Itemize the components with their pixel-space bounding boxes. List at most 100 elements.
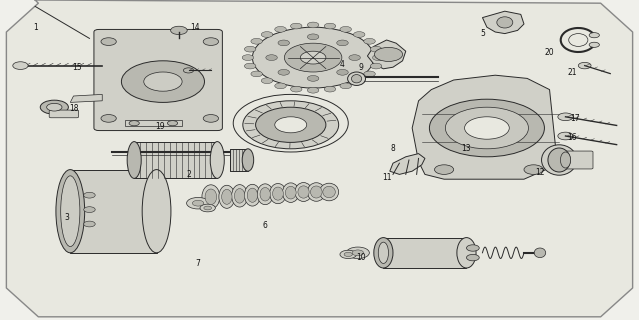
Circle shape xyxy=(337,69,348,75)
Circle shape xyxy=(84,192,95,198)
Ellipse shape xyxy=(295,182,312,202)
Circle shape xyxy=(337,40,348,46)
Circle shape xyxy=(183,68,194,73)
Ellipse shape xyxy=(247,188,258,202)
Circle shape xyxy=(353,78,365,84)
Polygon shape xyxy=(70,94,102,102)
Ellipse shape xyxy=(307,183,325,201)
Circle shape xyxy=(252,27,374,88)
Text: 3: 3 xyxy=(65,213,70,222)
Circle shape xyxy=(261,78,273,84)
Circle shape xyxy=(353,32,365,37)
Circle shape xyxy=(203,38,219,45)
Circle shape xyxy=(364,71,375,77)
FancyBboxPatch shape xyxy=(94,29,222,131)
Ellipse shape xyxy=(348,72,366,85)
Ellipse shape xyxy=(534,248,546,258)
Circle shape xyxy=(278,69,289,75)
Text: 8: 8 xyxy=(390,144,396,153)
Ellipse shape xyxy=(222,189,232,204)
Circle shape xyxy=(340,27,351,32)
Text: 1: 1 xyxy=(33,23,38,32)
Ellipse shape xyxy=(282,183,299,203)
Polygon shape xyxy=(390,154,425,174)
Ellipse shape xyxy=(244,184,261,206)
FancyBboxPatch shape xyxy=(134,141,217,179)
Text: 20: 20 xyxy=(544,48,555,57)
Circle shape xyxy=(251,38,263,44)
Circle shape xyxy=(291,86,302,92)
Circle shape xyxy=(364,38,375,44)
Circle shape xyxy=(251,71,263,77)
FancyBboxPatch shape xyxy=(49,110,79,118)
Polygon shape xyxy=(125,120,182,126)
Circle shape xyxy=(324,23,335,29)
Text: 12: 12 xyxy=(535,168,544,177)
Circle shape xyxy=(589,33,599,38)
Circle shape xyxy=(352,250,364,256)
Ellipse shape xyxy=(311,186,322,198)
Circle shape xyxy=(275,83,286,89)
Ellipse shape xyxy=(260,188,270,201)
Circle shape xyxy=(346,247,369,259)
Circle shape xyxy=(47,103,62,111)
Text: 15: 15 xyxy=(72,63,82,72)
Ellipse shape xyxy=(560,152,571,168)
Circle shape xyxy=(371,63,382,69)
Circle shape xyxy=(558,132,573,140)
Ellipse shape xyxy=(374,237,393,268)
Ellipse shape xyxy=(56,170,84,253)
Ellipse shape xyxy=(235,188,245,203)
Circle shape xyxy=(307,87,319,93)
Circle shape xyxy=(244,63,256,69)
FancyBboxPatch shape xyxy=(383,238,466,268)
Ellipse shape xyxy=(202,185,220,209)
Text: 17: 17 xyxy=(570,114,580,123)
Ellipse shape xyxy=(205,189,217,204)
Ellipse shape xyxy=(127,141,141,179)
Circle shape xyxy=(344,252,353,257)
Text: 13: 13 xyxy=(461,144,472,153)
Circle shape xyxy=(307,22,319,28)
FancyBboxPatch shape xyxy=(564,151,593,169)
Ellipse shape xyxy=(142,170,171,253)
Circle shape xyxy=(429,99,544,157)
Ellipse shape xyxy=(323,186,335,198)
Text: 14: 14 xyxy=(190,23,200,32)
Circle shape xyxy=(244,46,256,52)
Circle shape xyxy=(261,32,273,37)
Circle shape xyxy=(167,121,178,126)
Circle shape xyxy=(371,46,382,52)
Circle shape xyxy=(256,107,326,142)
Ellipse shape xyxy=(273,187,283,200)
Circle shape xyxy=(324,86,335,92)
Circle shape xyxy=(242,55,254,60)
Ellipse shape xyxy=(548,148,571,172)
Circle shape xyxy=(291,23,302,29)
Ellipse shape xyxy=(378,242,389,263)
Text: 9: 9 xyxy=(358,63,364,72)
Circle shape xyxy=(340,83,351,89)
Circle shape xyxy=(300,51,326,64)
Text: 4: 4 xyxy=(339,60,344,68)
Ellipse shape xyxy=(542,145,576,175)
Text: 18: 18 xyxy=(69,104,78,113)
Circle shape xyxy=(465,117,509,139)
Text: 6: 6 xyxy=(263,221,268,230)
Circle shape xyxy=(144,72,182,91)
Circle shape xyxy=(243,101,339,149)
Polygon shape xyxy=(6,0,633,317)
Polygon shape xyxy=(367,40,406,69)
Circle shape xyxy=(466,254,479,261)
Text: 21: 21 xyxy=(567,68,576,76)
Ellipse shape xyxy=(298,186,309,198)
Circle shape xyxy=(307,34,319,40)
Ellipse shape xyxy=(457,237,476,268)
Text: 10: 10 xyxy=(356,253,366,262)
Circle shape xyxy=(275,117,307,133)
Text: 5: 5 xyxy=(480,29,485,38)
Ellipse shape xyxy=(257,184,273,205)
Ellipse shape xyxy=(61,176,80,246)
FancyBboxPatch shape xyxy=(70,170,157,253)
Circle shape xyxy=(203,115,219,122)
